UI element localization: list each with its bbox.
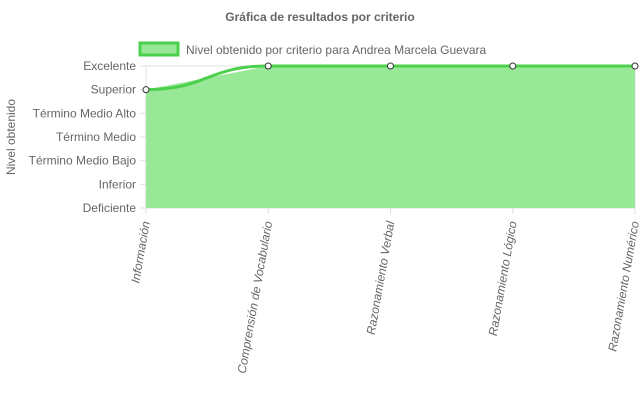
data-points[interactable] <box>142 62 639 94</box>
legend-label: Nivel obtenido por criterio para Andrea … <box>186 43 486 57</box>
data-point[interactable] <box>264 62 272 70</box>
y-axis-label: Nivel obtenido <box>4 99 18 175</box>
legend-swatch <box>138 41 180 57</box>
data-point[interactable] <box>142 86 150 94</box>
y-tick-label: Inferior <box>99 177 136 191</box>
x-ticks: Información Comprensión de Vocabulario Raz… <box>128 220 639 375</box>
area-fill <box>146 66 635 208</box>
chart-title: Gráfica de resultados por criterio <box>225 10 414 24</box>
y-tick-label: Término Medio <box>56 130 136 144</box>
y-tick-label: Término Medio Alto <box>33 106 137 120</box>
x-tick-label: Información <box>128 220 153 284</box>
x-tick-label: Comprensión de Vocabulario <box>235 220 276 375</box>
y-tick-label: Término Medio Bajo <box>29 154 137 168</box>
x-tick-label: Razonamiento Verbal <box>364 220 398 336</box>
data-point[interactable] <box>387 62 394 70</box>
y-tick-label: Superior <box>91 83 136 97</box>
x-tick-label: Razonamiento Lógico <box>486 220 520 337</box>
y-ticks: Deficiente Inferior Término Medio Bajo Térm… <box>29 59 137 215</box>
y-tick-label: Deficiente <box>83 201 137 215</box>
data-point[interactable] <box>631 62 639 70</box>
data-point[interactable] <box>509 62 517 70</box>
y-tick-label: Excelente <box>83 59 136 73</box>
series-area <box>145 64 635 208</box>
x-tick-label: Razonamiento Numérico <box>605 220 639 353</box>
legend[interactable]: Nivel obtenido por criterio para Andrea … <box>138 41 486 57</box>
